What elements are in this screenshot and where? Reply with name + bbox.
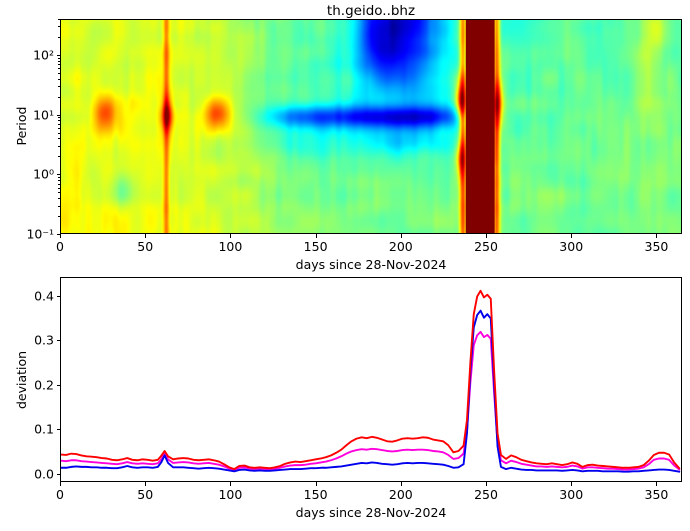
spectrogram-y-minor-tick (58, 26, 60, 28)
spectrogram-y-minor-tick (58, 216, 60, 218)
spectrogram-y-minor-tick (58, 96, 60, 98)
deviation-x-tick-label: 250 (474, 487, 498, 502)
deviation-x-tick-label: 150 (303, 487, 328, 502)
deviation-series-magenta (61, 332, 679, 470)
spectrogram-y-minor-tick (58, 138, 60, 140)
deviation-y-tick-mark (56, 295, 60, 297)
spectrogram-x-tick-mark (60, 234, 61, 238)
spectrogram-y-tick-mark (56, 54, 60, 56)
deviation-series-red (61, 291, 679, 469)
spectrogram-y-minor-tick (58, 123, 60, 125)
spectrogram-y-minor-tick (58, 117, 60, 119)
spectrogram-x-axis-label: days since 28-Nov-2024 (295, 257, 447, 272)
deviation-x-tick-label: 100 (218, 487, 243, 502)
spectrogram-y-minor-tick (58, 205, 60, 207)
spectrogram-y-minor-tick (58, 86, 60, 88)
spectrogram-x-tick-label: 50 (137, 239, 154, 254)
deviation-x-tick-mark (315, 482, 317, 486)
deviation-x-axis-label: days since 28-Nov-2024 (295, 505, 447, 520)
spectrogram-x-tick-mark (145, 234, 147, 238)
spectrogram-y-minor-tick (58, 127, 60, 129)
deviation-x-tick-mark (145, 482, 147, 486)
spectrogram-y-tick-label: 10¹ (33, 107, 54, 123)
spectrogram-y-minor-tick (58, 68, 60, 70)
spectrogram-y-tick-mark (56, 234, 60, 235)
spectrogram-x-tick-mark (230, 234, 232, 238)
deviation-x-tick-label: 200 (388, 487, 413, 502)
deviation-y-tick-label: 0.4 (34, 288, 54, 304)
deviation-y-tick-mark (56, 429, 60, 431)
spectrogram-x-tick-mark (400, 234, 402, 238)
deviation-x-tick-mark (486, 482, 488, 486)
deviation-axes (60, 277, 682, 482)
spectrogram-x-tick-label: 0 (56, 239, 64, 254)
spectrogram-image (61, 20, 681, 233)
spectrogram-y-minor-tick (58, 198, 60, 200)
spectrogram-x-tick-mark (486, 234, 488, 238)
spectrogram-y-minor-tick (58, 145, 60, 147)
spectrogram-y-minor-tick (58, 180, 60, 182)
deviation-x-tick-mark (571, 482, 573, 486)
deviation-x-tick-mark (230, 482, 232, 486)
deviation-x-tick-label: 300 (559, 487, 584, 502)
spectrogram-x-tick-label: 100 (218, 239, 243, 254)
deviation-y-tick-mark (56, 384, 60, 386)
deviation-y-tick-mark (56, 473, 60, 475)
spectrogram-y-minor-tick (58, 60, 60, 62)
spectrogram-y-minor-tick (58, 132, 60, 134)
spectrogram-x-tick-label: 350 (644, 239, 669, 254)
spectrogram-x-tick-mark (571, 234, 573, 238)
spectrogram-y-minor-tick (58, 36, 60, 38)
deviation-x-tick-mark (60, 482, 61, 486)
deviation-y-tick-label: 0.3 (34, 332, 54, 348)
spectrogram-y-minor-tick (58, 192, 60, 194)
deviation-x-tick-mark (656, 482, 658, 486)
deviation-x-tick-label: 350 (644, 487, 669, 502)
deviation-y-tick-label: 0.1 (34, 421, 54, 437)
spectrogram-y-minor-tick (58, 64, 60, 66)
spectrogram-y-tick-label: 10⁻¹ (26, 226, 54, 242)
spectrogram-y-minor-tick (58, 187, 60, 189)
deviation-y-tick-mark (56, 340, 60, 342)
deviation-y-tick-label: 0.0 (34, 466, 54, 482)
page-title: th.geido..bhz (326, 3, 416, 19)
deviation-x-tick-label: 0 (56, 487, 64, 502)
deviation-x-tick-mark (400, 482, 402, 486)
spectrogram-y-minor-tick (58, 183, 60, 185)
spectrogram-y-minor-tick (58, 78, 60, 80)
spectrogram-y-minor-tick (58, 177, 60, 179)
deviation-x-tick-label: 50 (137, 487, 154, 502)
spectrogram-x-tick-label: 200 (388, 239, 413, 254)
deviation-y-tick-label: 0.2 (34, 377, 54, 393)
spectrogram-y-tick-label: 10⁰ (33, 166, 54, 182)
spectrogram-axes (60, 19, 682, 234)
spectrogram-x-tick-label: 300 (559, 239, 584, 254)
deviation-series-blue (61, 311, 679, 472)
spectrogram-y-tick-mark (56, 174, 60, 176)
spectrogram-x-tick-mark (656, 234, 658, 238)
spectrogram-y-minor-tick (58, 72, 60, 74)
deviation-lines (61, 278, 681, 481)
spectrogram-y-tick-mark (56, 114, 60, 116)
spectrogram-x-tick-label: 250 (474, 239, 498, 254)
spectrogram-x-tick-mark (315, 234, 317, 238)
spectrogram-y-tick-label: 10² (33, 47, 54, 63)
spectrogram-y-minor-tick (58, 156, 60, 158)
spectrogram-y-minor-tick (58, 57, 60, 59)
spectrogram-y-minor-tick (58, 19, 60, 20)
spectrogram-y-minor-tick (58, 120, 60, 122)
spectrogram-x-tick-label: 150 (303, 239, 328, 254)
